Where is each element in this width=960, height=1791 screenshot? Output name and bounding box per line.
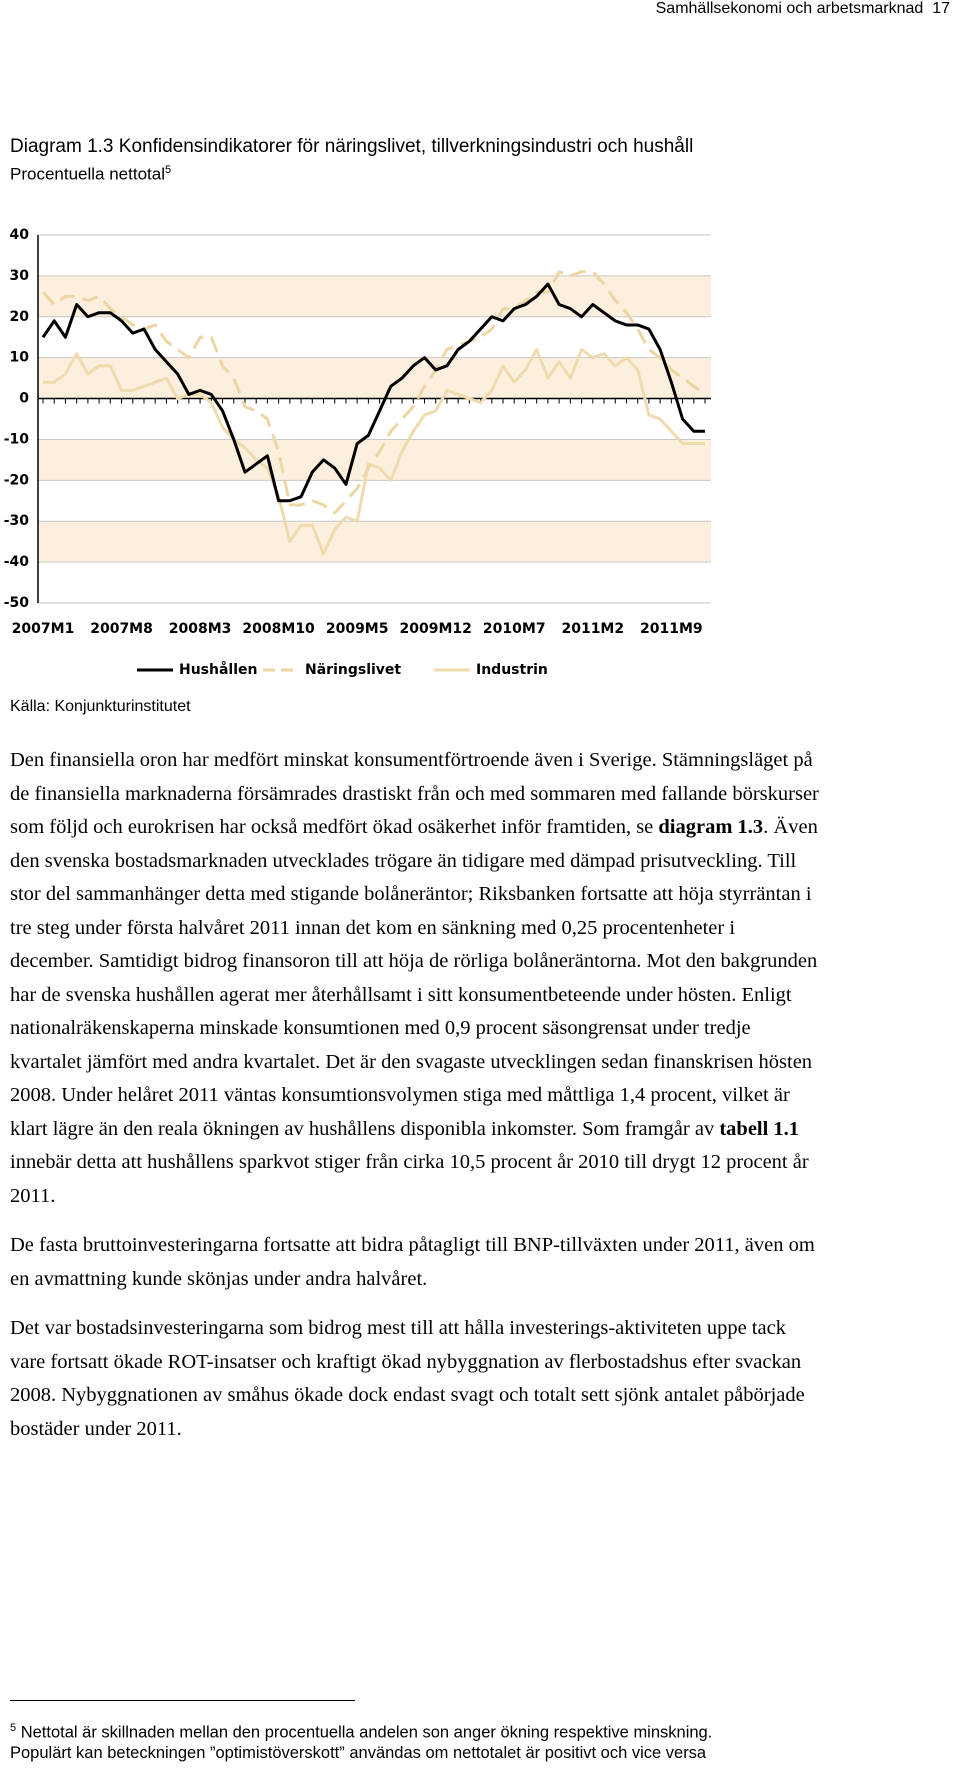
footnote: 5 Nettotal är skillnaden mellan den proc… (10, 1718, 750, 1763)
y-tick-label: 40 (10, 227, 30, 243)
series-line (41, 282, 705, 503)
y-tick-label: 30 (10, 268, 30, 284)
x-tick-label: 2009M5 (326, 621, 389, 637)
text-run: innebär detta att hushållens sparkvot st… (10, 1151, 809, 1207)
text-run: Den finansiella oron har medfört minskat… (10, 749, 819, 838)
footnote-rule (10, 1700, 355, 1701)
legend-label: Hushållen (179, 661, 258, 678)
paragraph: Den finansiella oron har medfört minskat… (10, 744, 820, 1213)
y-tick-label: -20 (4, 472, 30, 488)
x-tick-label: 2011M9 (640, 621, 703, 637)
running-title: Samhällsekonomi och arbetsmarknad (655, 0, 924, 17)
x-tick-label: 2008M3 (169, 621, 232, 637)
paragraph: De fasta bruttoinvesteringarna fortsatte… (10, 1229, 820, 1296)
footnote-text: Nettotal är skillnaden mellan den procen… (10, 1723, 713, 1762)
y-tick-label: 20 (10, 309, 30, 325)
footnote-ref: 5 (165, 164, 172, 176)
paragraph: Det var bostadsinvesteringarna som bidro… (10, 1312, 820, 1446)
band (38, 521, 711, 563)
chart-subtitle: Procentuella nettotal5 (10, 164, 171, 185)
y-tick-label: 0 (19, 391, 29, 407)
chart: 40 30 20 10 0 -10 -20 -30 -40 -50 2007M1 2007M8 2008… (4, 227, 711, 678)
reference: tabell 1.1 (719, 1117, 800, 1140)
x-tick-label: 2007M1 (12, 621, 75, 637)
x-tick-label: 2011M2 (561, 621, 624, 637)
page-number: 17 (932, 0, 950, 17)
series-line (43, 347, 705, 556)
band (38, 439, 711, 481)
text-run: Det var bostadsinvesteringarna som bidro… (10, 1317, 805, 1440)
x-tick-label: 2008M10 (242, 621, 315, 637)
x-tick-label: 2007M8 (90, 621, 153, 637)
reference: diagram 1.3 (658, 816, 764, 838)
band (38, 357, 711, 399)
y-tick-label: -30 (4, 513, 30, 529)
series-line (41, 270, 706, 515)
legend-label: Industrin (476, 662, 548, 678)
x-tick-label: 2009M12 (400, 621, 472, 637)
text-run: De fasta bruttoinvesteringarna fortsatte… (10, 1234, 815, 1290)
running-header: Samhällsekonomi och arbetsmarknad 17 (656, 0, 950, 18)
x-tick-label: 2010M7 (483, 621, 546, 637)
subtitle-text: Procentuella nettotal (10, 164, 165, 184)
band (38, 275, 711, 317)
body-text: Den finansiella oron har medfört minskat… (10, 744, 820, 1462)
chart-title: Diagram 1.3 Konfidensindikatorer för när… (10, 136, 694, 157)
y-tick-label: -50 (4, 595, 30, 611)
y-tick-label: -10 (4, 431, 30, 447)
y-tick-label: 10 (10, 350, 30, 366)
text-run: . Även den svenska bostadsmarknaden utve… (10, 816, 818, 1140)
y-tick-label: -40 (4, 554, 30, 570)
legend-label: Näringslivet (305, 662, 401, 678)
chart-source: Källa: Konjunkturinstitutet (10, 698, 191, 715)
footnote-number: 5 (10, 1722, 17, 1734)
